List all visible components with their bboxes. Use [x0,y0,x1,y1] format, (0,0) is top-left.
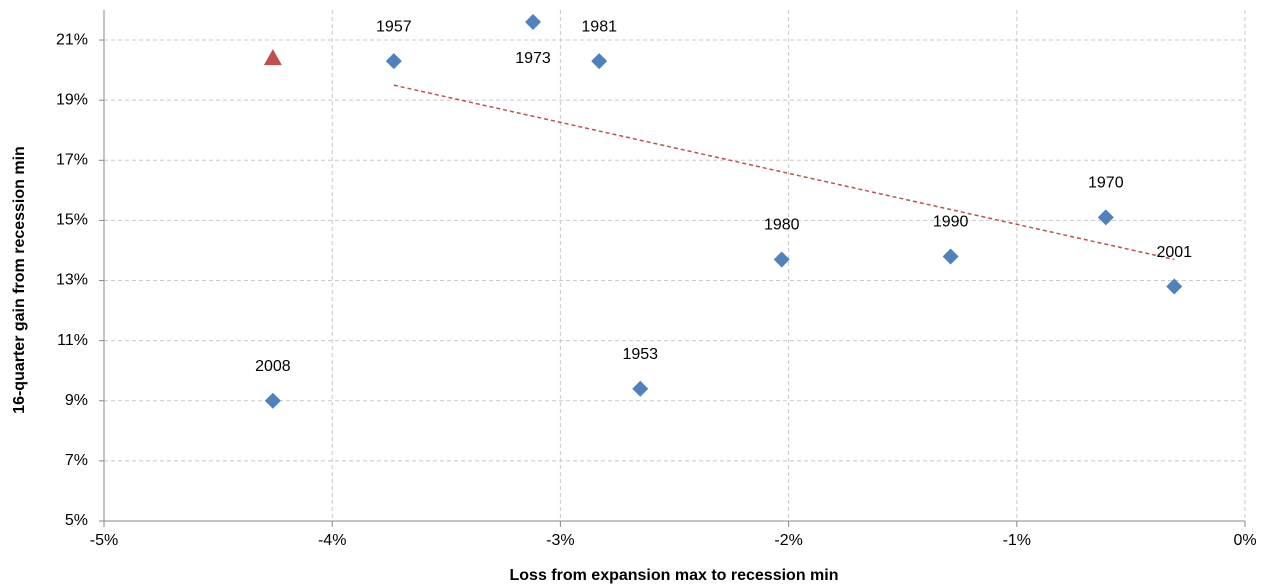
x-tick-label: -5% [90,532,118,549]
y-tick-label: 21% [56,31,88,48]
point [632,380,649,397]
y-tick-label: 19% [56,91,88,108]
data-label: 1980 [764,217,800,234]
data-label: 2001 [1156,244,1192,261]
point [385,53,402,70]
y-tick-label: 11% [57,332,88,349]
y-tick-label: 9% [65,392,88,409]
point [591,53,608,70]
trendline [393,84,1175,261]
x-tick-label: -3% [546,532,574,549]
data-label: 1953 [622,346,658,363]
point [264,392,281,409]
point [942,248,959,265]
data-label: 1981 [581,18,617,35]
point [263,49,282,66]
x-tick-label: 0% [1233,532,1256,549]
x-tick-label: -2% [774,532,802,549]
x-tick-label: -1% [1003,532,1031,549]
y-tick-label: 13% [56,272,88,289]
x-axis-title: Loss from expansion max to recession min [510,567,839,584]
y-tick-label: 7% [65,452,88,469]
point [525,14,542,31]
data-label: 1990 [933,214,969,231]
point [773,251,790,268]
data-label: 1970 [1088,175,1124,192]
x-tick-label: -4% [318,532,346,549]
y-tick-label: 15% [56,212,88,229]
y-axis-title: 16-quarter gain from recession min [11,146,28,414]
data-label: 1973 [515,50,551,67]
point [1097,209,1114,226]
y-tick-label: 5% [65,512,88,529]
data-label: 1957 [376,18,412,35]
point [1166,278,1183,295]
data-label: 2008 [255,358,291,375]
y-tick-label: 17% [56,152,88,169]
